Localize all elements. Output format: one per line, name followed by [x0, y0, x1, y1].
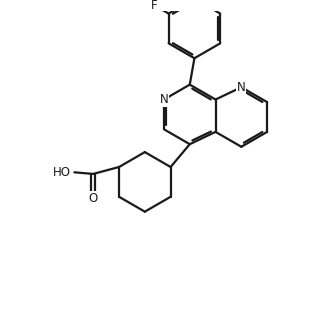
Text: N: N	[237, 81, 246, 94]
Text: F: F	[151, 0, 158, 12]
Text: N: N	[160, 93, 168, 106]
Text: O: O	[89, 192, 98, 205]
Text: HO: HO	[52, 166, 70, 179]
